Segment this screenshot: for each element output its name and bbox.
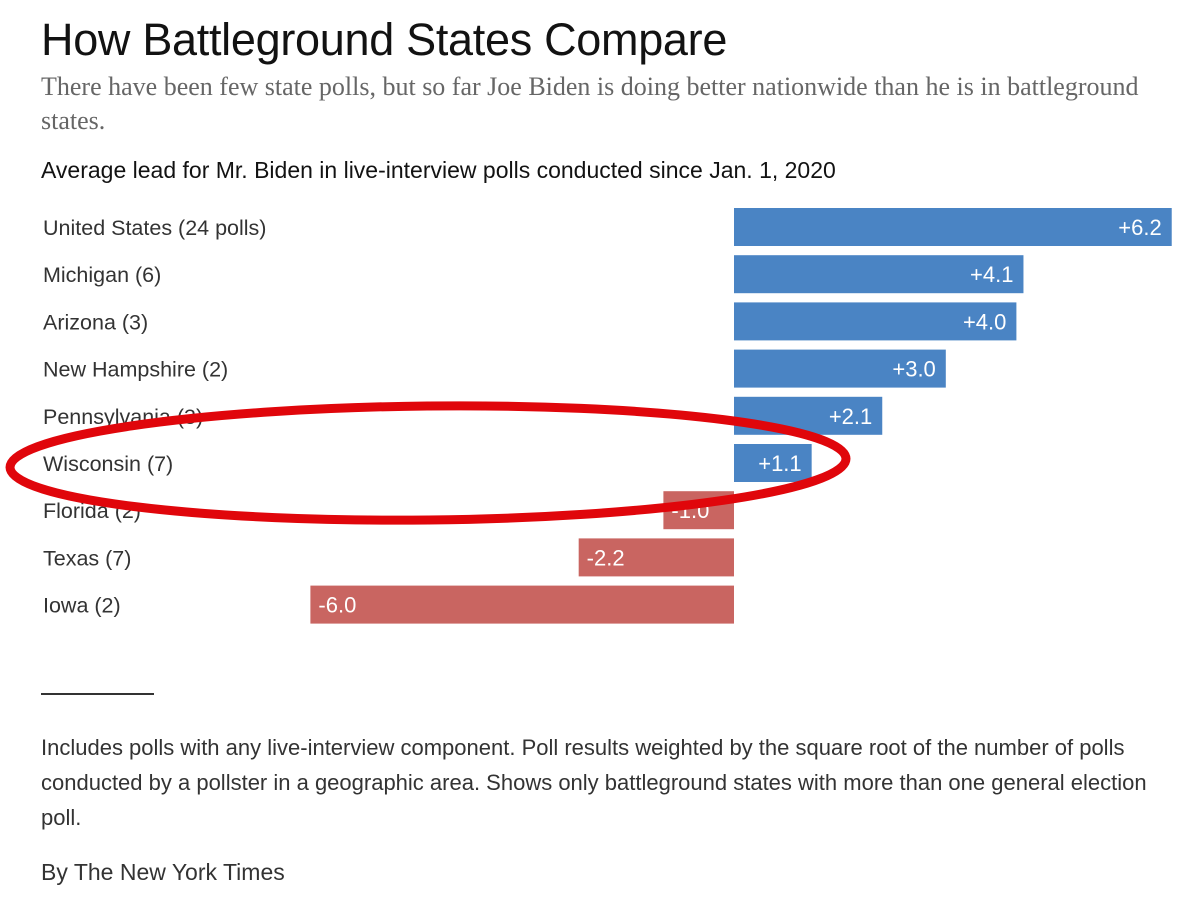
value-label: -6.0 [318,593,356,618]
category-label: Wisconsin (7) [43,452,173,476]
bar [734,255,1024,294]
credit-line: By The New York Times [41,859,285,885]
bar [734,302,1017,341]
value-label: +3.0 [892,357,935,382]
bars-group [310,208,1172,624]
footnote: Includes polls with any live-interview c… [41,735,1147,830]
category-label: Texas (7) [43,546,131,570]
bar [734,444,812,482]
bar-chart: United States (24 polls) Michigan (6) Ariz… [5,208,1172,624]
value-label: +4.0 [963,309,1006,334]
category-label: Arizona (3) [43,310,148,334]
bar [734,208,1172,246]
value-label: +4.1 [970,262,1013,287]
subtitle: There have been few state polls, but so … [41,72,1139,135]
category-label: Iowa (2) [43,594,121,618]
bar [734,349,946,388]
divider [41,693,154,695]
page-title: How Battleground States Compare [41,14,728,65]
value-label: +2.1 [829,404,872,429]
bar [310,585,734,624]
highlight-ellipse [5,401,851,525]
category-label: United States (24 polls) [43,216,266,240]
value-label: +6.2 [1118,215,1161,240]
value-label: -2.2 [587,545,625,570]
bar [578,538,734,577]
category-label: Michigan (6) [43,263,161,287]
category-label: New Hampshire (2) [43,358,228,382]
value-labels-group: +6.2+4.1+4.0+3.0+2.1+1.1-1.0-2.2-6.0 [318,215,1161,618]
chart-heading: Average lead for Mr. Biden in live-inter… [41,157,836,183]
value-label: +1.1 [758,451,801,476]
